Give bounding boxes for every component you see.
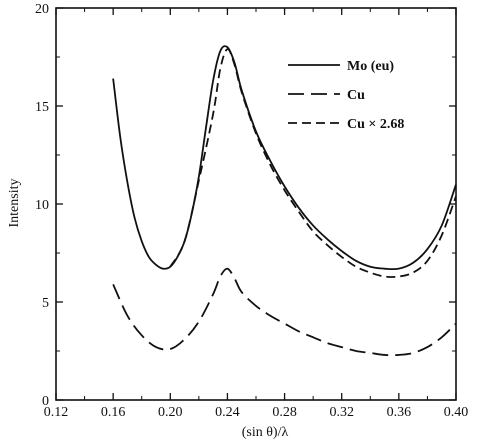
y-tick-label: 15 — [35, 100, 49, 115]
y-tick-label: 0 — [42, 394, 49, 409]
series-lines — [112, 45, 457, 357]
series-line-3 — [169, 48, 457, 278]
legend-label-3: Cu × 2.68 — [347, 117, 404, 132]
x-tick-label: 0.12 — [44, 405, 69, 420]
x-axis-label: (sin θ)/λ — [242, 425, 289, 440]
y-tick-label: 5 — [42, 296, 49, 311]
series-line-2 — [112, 267, 457, 357]
legend-label-1: Mo (eu) — [347, 59, 394, 74]
x-tick-label: 0.36 — [387, 405, 412, 420]
series-line-1 — [112, 45, 457, 271]
y-axis-label: Intensity — [7, 179, 22, 228]
plot-frame — [55, 7, 457, 401]
legend: Mo (eu) Cu Cu × 2.68 — [288, 59, 404, 132]
x-tick-label: 0.20 — [158, 405, 183, 420]
y-tick-label: 20 — [35, 2, 49, 17]
x-tick-label: 0.16 — [101, 405, 126, 420]
axes: 0.12 0.16 0.20 0.24 0.28 0.32 0.36 0.40 0 5 10 15 20 — [35, 2, 468, 420]
x-tick-label: 0.24 — [215, 405, 240, 420]
x-tick-label: 0.32 — [329, 405, 354, 420]
y-tick-label: 10 — [35, 198, 49, 213]
x-tick-label: 0.40 — [444, 405, 469, 420]
legend-label-2: Cu — [347, 88, 365, 103]
x-tick-label: 0.28 — [272, 405, 297, 420]
